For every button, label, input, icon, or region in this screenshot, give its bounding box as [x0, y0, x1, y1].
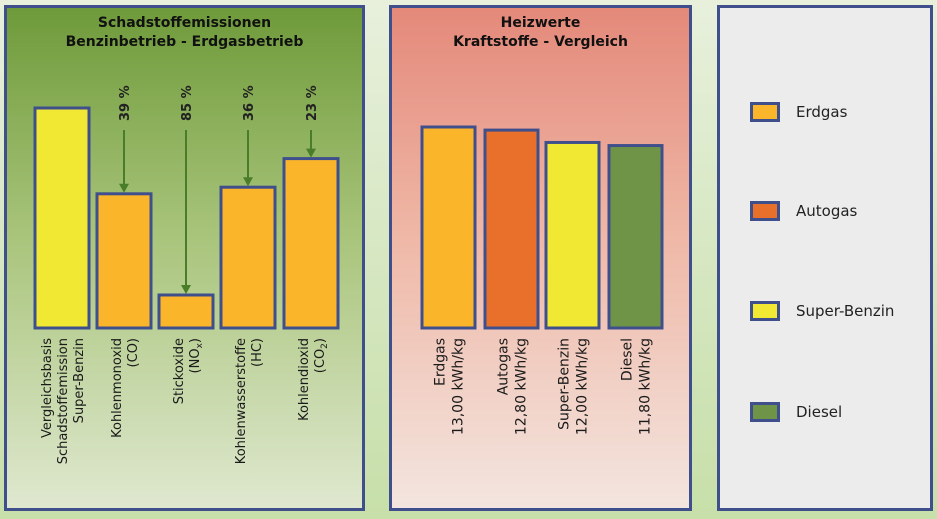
emissions-title: Schadstoffemissionen [97, 15, 272, 31]
legend-swatch [750, 102, 780, 122]
category-label: 12,80 kWh/kg [514, 338, 530, 435]
legend-label: Autogas [796, 202, 858, 220]
legend-label: Diesel [796, 403, 843, 421]
reduction-label: 39 % [118, 85, 133, 121]
heating-value-bar [420, 125, 477, 330]
reduction-arrowhead [181, 285, 191, 294]
category-label: Kohlendioxid [297, 338, 312, 421]
legend-swatch [750, 201, 780, 221]
category-label: Kohlenwasserstoffe [234, 338, 249, 464]
category-label: 13,00 kWh/kg [451, 338, 467, 435]
category-label: Vergleichsbasis [40, 338, 55, 438]
category-label: (CO2) [313, 338, 330, 373]
heating-values-subtitle: Kraftstoffe - Vergleich [453, 34, 628, 50]
category-label: Super-Benzin [557, 338, 573, 430]
reduction-arrowhead [243, 177, 253, 187]
heating-value-bar [607, 144, 664, 330]
category-label: Kohlenmonoxid [110, 338, 125, 438]
legend-swatch [750, 301, 780, 321]
category-label: Autogas [496, 338, 512, 395]
category-label: Super-Benzin [72, 338, 87, 423]
legend-swatch [750, 402, 780, 422]
emissions-subtitle: Benzinbetrieb - Erdgasbetrieb [65, 34, 304, 50]
heating-values-title: Heizwerte [500, 15, 581, 31]
legend-panel: Erdgas Autogas Super-Benzin Diesel [717, 5, 933, 511]
category-label: Stickoxide [172, 338, 187, 404]
reduction-label: 85 % [180, 85, 195, 121]
emission-bar [157, 293, 215, 330]
reduction-arrowhead [306, 148, 316, 158]
heating-value-bar [483, 128, 540, 330]
legend-label: Erdgas [796, 103, 848, 121]
category-label: Diesel [620, 338, 636, 381]
category-label: (HC) [250, 338, 265, 367]
legend-label: Super-Benzin [796, 302, 895, 320]
category-label: Schadstoffemission [56, 338, 71, 464]
reduction-label: 23 % [305, 85, 320, 121]
category-label: Erdgas [433, 338, 449, 386]
category-label: (CO) [126, 338, 141, 367]
emission-bar [219, 185, 277, 330]
heating-value-bar [544, 140, 601, 330]
category-label: 11,80 kWh/kg [638, 338, 654, 435]
category-label: (NOx) [188, 338, 205, 373]
reduction-arrowhead [119, 183, 129, 193]
reduction-label: 36 % [242, 85, 257, 121]
emission-bar [33, 106, 91, 330]
emission-bar [95, 192, 153, 330]
emission-bar [282, 157, 340, 330]
category-label: 12,00 kWh/kg [575, 338, 591, 435]
